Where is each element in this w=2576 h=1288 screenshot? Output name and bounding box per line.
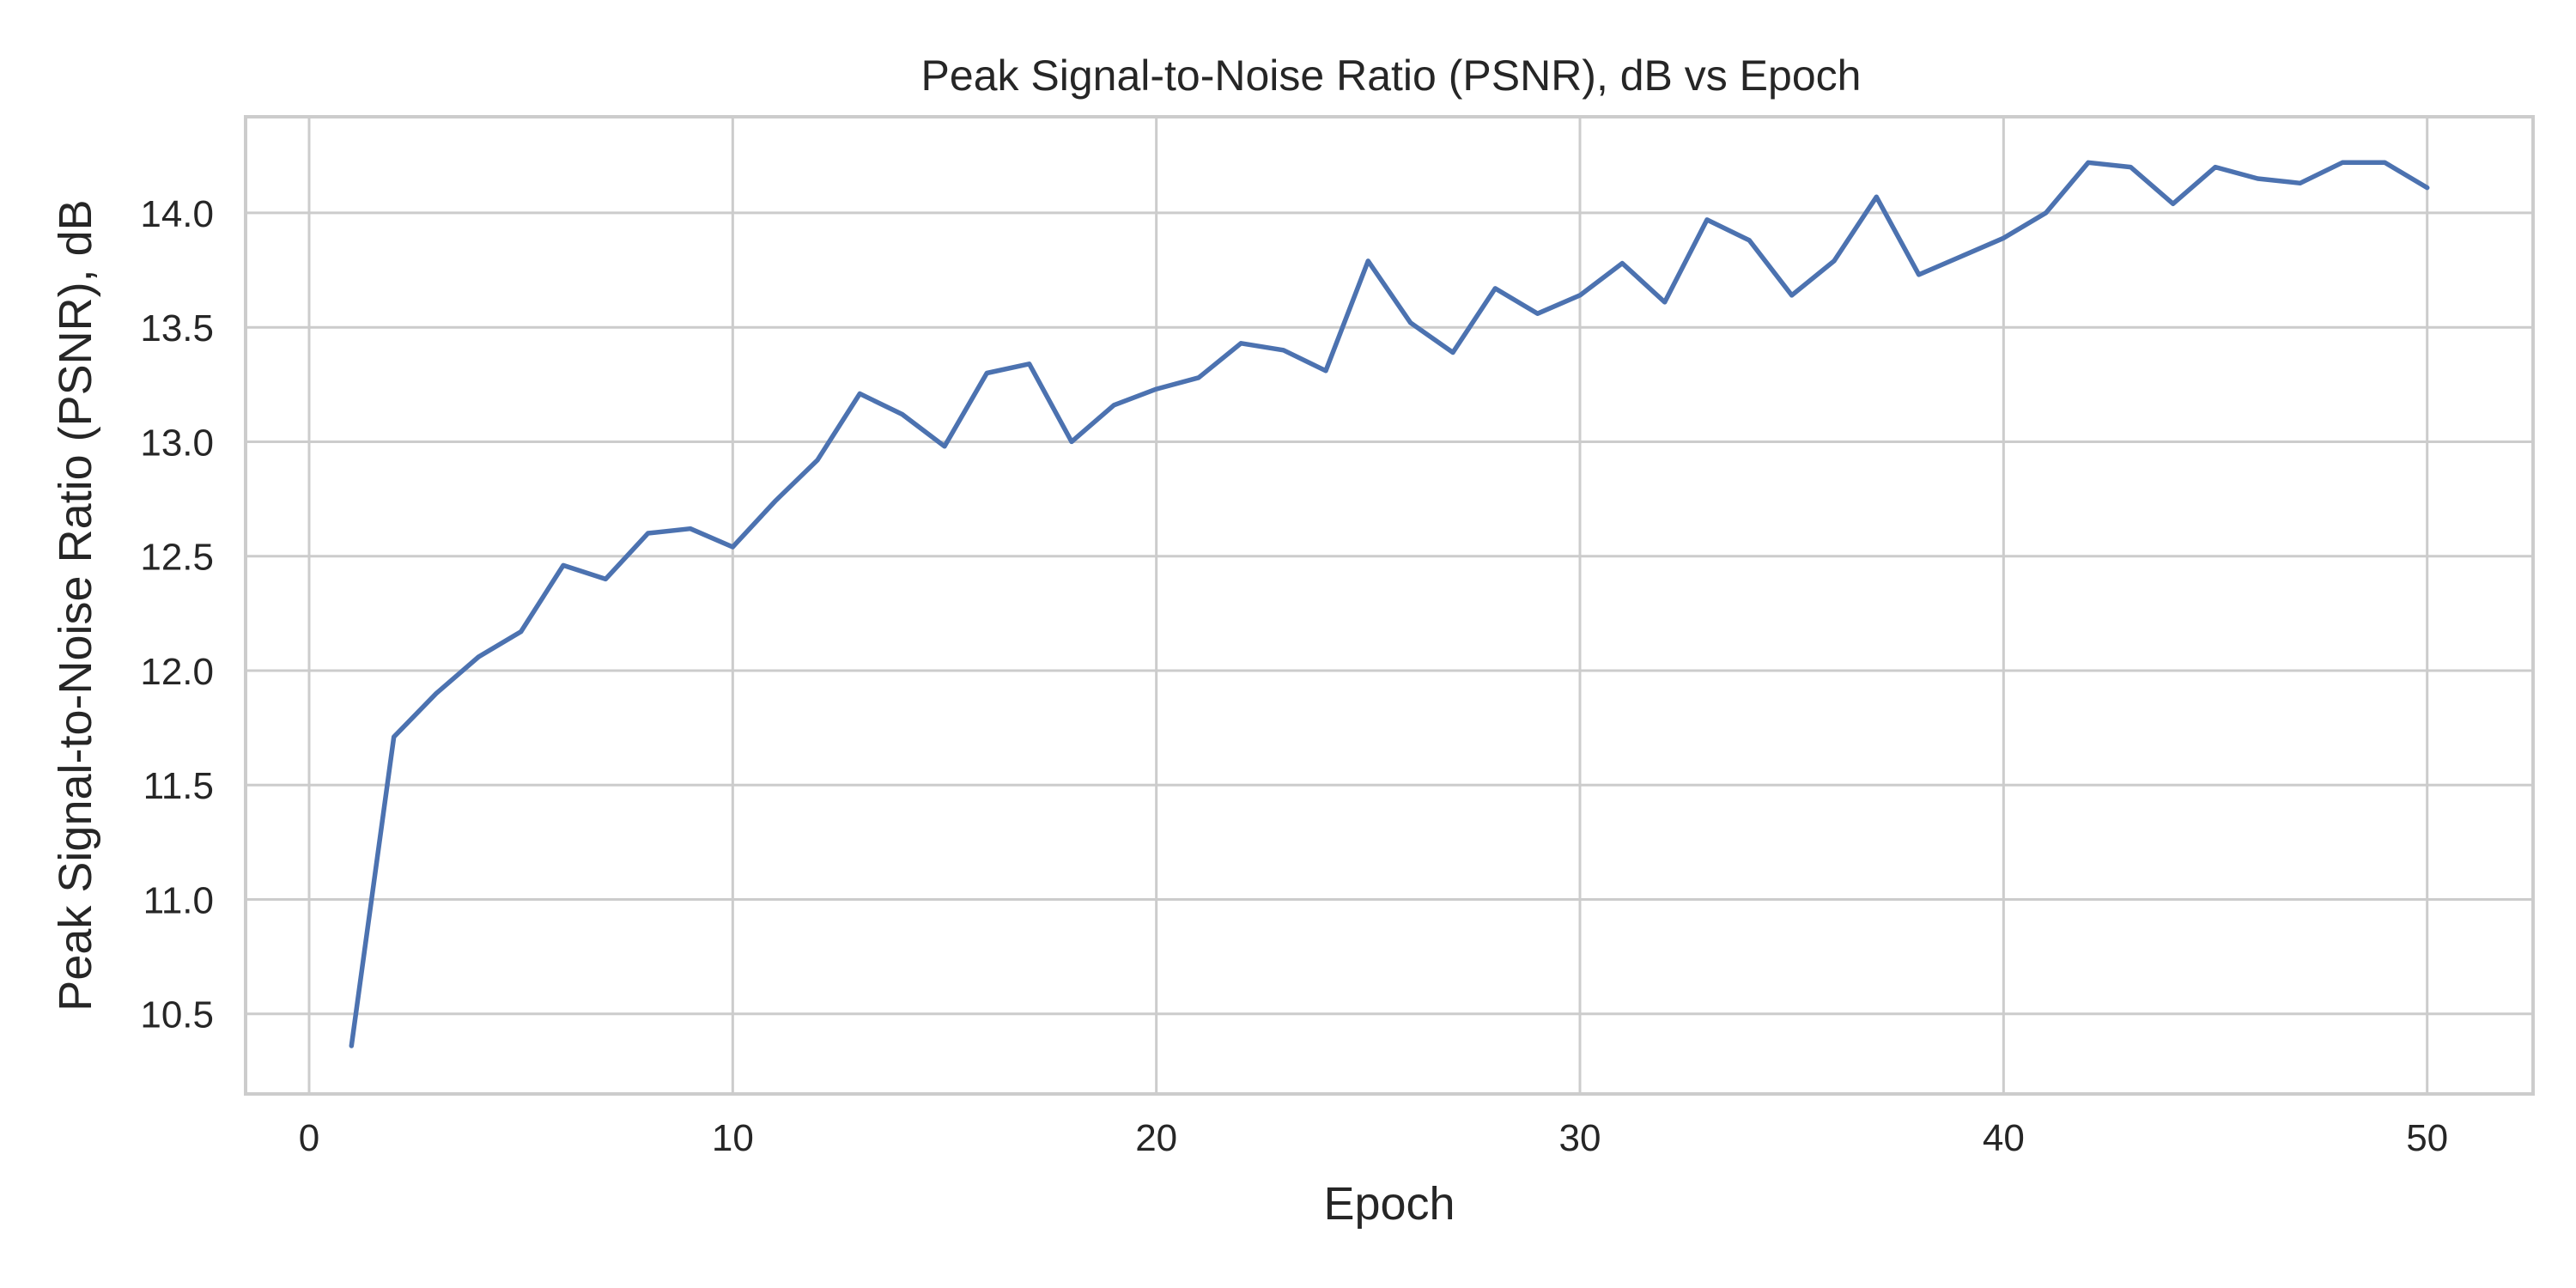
y-tick-label: 11.5	[143, 765, 214, 807]
y-tick-label: 14.0	[140, 193, 214, 235]
x-tick-label: 40	[1983, 1117, 2025, 1159]
x-tick-label: 0	[299, 1117, 319, 1159]
plot-frame	[244, 115, 2535, 1096]
x-tick-label: 20	[1135, 1117, 1177, 1159]
grid-lines	[246, 117, 2533, 1094]
y-tick-label: 13.0	[140, 422, 214, 464]
x-tick-labels: 0 10 20 30 40 50	[299, 1117, 2448, 1159]
x-tick-label: 50	[2406, 1117, 2448, 1159]
y-axis-label: Peak Signal-to-Noise Ratio (PSNR), dB	[50, 199, 101, 1011]
chart-title: Peak Signal-to-Noise Ratio (PSNR), dB vs…	[921, 52, 1862, 100]
x-tick-label: 30	[1559, 1117, 1601, 1159]
y-tick-label: 13.5	[140, 307, 214, 349]
y-tick-label: 11.0	[143, 879, 214, 921]
y-tick-label: 12.5	[140, 537, 214, 579]
y-tick-label: 10.5	[140, 994, 214, 1036]
series-layer	[349, 160, 2430, 1048]
y-tick-labels: 10.5 11.0 11.5 12.0 12.5 13.0 13.5 14.0	[140, 193, 214, 1036]
x-tick-label: 10	[712, 1117, 754, 1159]
y-tick-label: 12.0	[140, 651, 214, 693]
series-line	[349, 160, 2430, 1048]
x-axis-label: Epoch	[1323, 1178, 1455, 1230]
